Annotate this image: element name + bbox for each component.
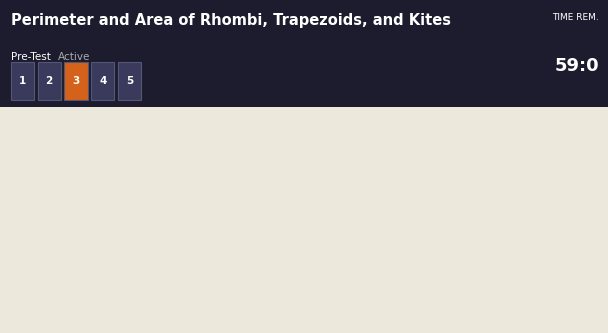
Circle shape [288, 183, 305, 194]
Text: Active: Active [58, 52, 90, 62]
Text: Perimeter and Area of Rhombi, Trapezoids, and Kites: Perimeter and Area of Rhombi, Trapezoids… [11, 13, 451, 28]
Text: -1: -1 [128, 235, 135, 241]
Text: 4: 4 [99, 76, 106, 86]
Text: 24 square units: 24 square units [315, 214, 402, 224]
Text: 2: 2 [184, 226, 188, 232]
Text: 59:0: 59:0 [554, 57, 599, 75]
Text: 5: 5 [254, 226, 258, 232]
Text: 3: 3 [72, 76, 80, 86]
Text: -4: -4 [44, 226, 50, 232]
Text: 1: 1 [131, 198, 135, 204]
Text: 1: 1 [161, 226, 165, 232]
Text: 3: 3 [131, 161, 135, 166]
Text: B: B [81, 172, 88, 181]
Text: C: C [236, 172, 243, 181]
Text: -2: -2 [128, 254, 135, 260]
Text: TIME REM.: TIME REM. [552, 13, 599, 22]
Text: Pre-Test: Pre-Test [11, 52, 51, 62]
Text: 2: 2 [46, 76, 53, 86]
Text: -5: -5 [128, 311, 135, 317]
Text: What is the area of the trapezoid?: What is the area of the trapezoid? [286, 159, 476, 168]
Text: 4: 4 [230, 226, 235, 232]
Text: -4: -4 [128, 292, 135, 298]
Text: 4: 4 [131, 142, 135, 148]
Text: D: D [237, 257, 245, 266]
Text: Trapezoid ABCD is graphed in a coordinate plane.: Trapezoid ABCD is graphed in a coordinat… [286, 120, 562, 130]
Text: -2: -2 [90, 226, 97, 232]
Text: 2: 2 [131, 179, 135, 185]
Text: A: A [35, 257, 43, 266]
Text: -1: -1 [113, 226, 120, 232]
Text: -3: -3 [67, 226, 74, 232]
Text: y: y [144, 115, 150, 125]
Text: 1: 1 [19, 76, 26, 86]
Text: 5: 5 [131, 123, 135, 129]
Text: 3: 3 [207, 226, 212, 232]
Text: 5: 5 [126, 76, 133, 86]
Text: x: x [260, 228, 266, 238]
Text: -3: -3 [128, 273, 135, 279]
Circle shape [288, 245, 305, 256]
Text: 48 square units: 48 square units [315, 278, 402, 289]
Text: 16 square units: 16 square units [315, 183, 402, 193]
Text: -5: -5 [20, 226, 27, 232]
Text: 32 square units: 32 square units [315, 245, 402, 255]
